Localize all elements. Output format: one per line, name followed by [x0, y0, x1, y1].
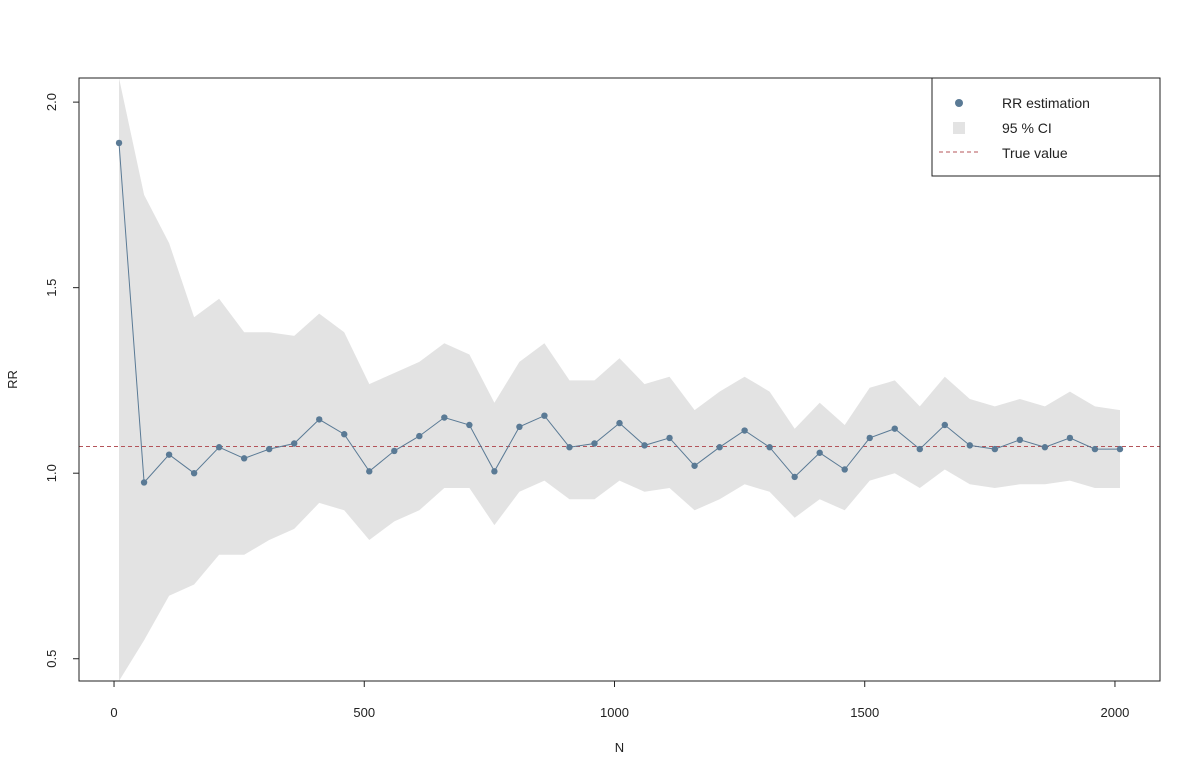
- data-point: [140, 479, 148, 486]
- data-point: [966, 442, 974, 449]
- data-point: [1066, 434, 1074, 442]
- data-point: [1116, 445, 1124, 453]
- data-point: [541, 412, 548, 419]
- data-point: [566, 444, 573, 451]
- estimation-series-layer: [115, 139, 1124, 486]
- legend-marker-rr-estimation: [955, 99, 963, 107]
- data-point: [290, 440, 298, 447]
- data-point: [416, 432, 423, 440]
- data-point: [641, 442, 648, 449]
- legend-marker-ci-band: [953, 122, 965, 134]
- data-point: [991, 445, 999, 453]
- x-tick-label: 1500: [850, 705, 879, 720]
- legend: RR estimation 95 % CI True value: [931, 77, 1161, 177]
- data-point: [866, 434, 873, 442]
- data-point: [316, 416, 323, 423]
- legend-box: [931, 77, 1161, 177]
- data-point: [391, 447, 398, 455]
- data-point: [841, 466, 848, 473]
- y-tick-label: 0.5: [44, 650, 59, 668]
- data-point: [716, 444, 723, 451]
- y-tick-label: 1.0: [44, 464, 59, 482]
- data-point: [591, 440, 598, 447]
- legend-label-true-value: True value: [1002, 145, 1068, 161]
- data-point: [1041, 444, 1049, 451]
- data-point: [666, 434, 673, 442]
- ci-band: [119, 78, 1120, 681]
- x-axis-label: N: [615, 740, 624, 755]
- y-axis: 0.5 1.0 1.5 2.0: [44, 93, 79, 668]
- data-point: [616, 419, 623, 427]
- x-tick-label: 1000: [600, 705, 629, 720]
- plot-frame: [78, 77, 1161, 682]
- data-point: [816, 449, 823, 456]
- y-axis-label: RR: [5, 370, 20, 389]
- data-point: [240, 455, 248, 462]
- ci-band-layer: [119, 78, 1120, 681]
- data-point: [741, 427, 748, 434]
- data-point: [1016, 436, 1024, 443]
- data-point: [941, 421, 949, 429]
- data-point: [516, 423, 523, 431]
- data-point: [366, 468, 373, 475]
- legend-label-rr-estimation: RR estimation: [1002, 95, 1090, 111]
- data-point: [165, 451, 173, 458]
- legend-label-ci: 95 % CI: [1002, 120, 1052, 136]
- y-tick-label: 2.0: [44, 93, 59, 111]
- data-point: [891, 425, 898, 432]
- x-tick-label: 0: [110, 705, 117, 720]
- data-point: [766, 444, 773, 451]
- data-point: [791, 473, 798, 481]
- data-point: [691, 462, 698, 469]
- data-point: [466, 421, 473, 429]
- data-point: [115, 139, 123, 147]
- data-point: [265, 445, 273, 453]
- data-point: [441, 414, 448, 421]
- data-point: [215, 444, 223, 451]
- y-tick-label: 1.5: [44, 279, 59, 297]
- data-point: [491, 468, 498, 475]
- x-tick-label: 500: [353, 705, 375, 720]
- data-point: [916, 445, 923, 453]
- x-axis: 0 500 1000 1500 2000: [110, 681, 1129, 720]
- x-tick-label: 2000: [1100, 705, 1129, 720]
- data-point: [341, 431, 348, 438]
- data-point: [190, 469, 198, 477]
- data-point: [1091, 445, 1099, 453]
